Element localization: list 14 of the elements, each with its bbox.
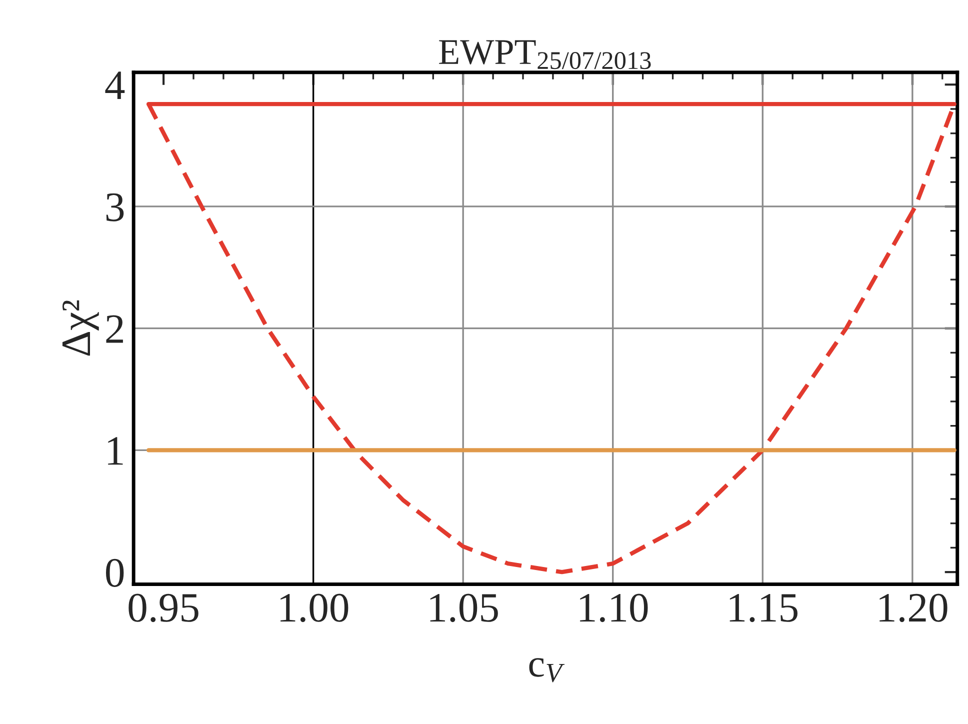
x-tick-label: 1.00 bbox=[280, 594, 348, 622]
x-tick-label: 1.05 bbox=[430, 594, 498, 622]
x-axis-title: c$_{V}$ bbox=[529, 658, 565, 682]
x-tick-label: 0.95 bbox=[128, 594, 198, 622]
y-tick-label: 1 bbox=[108, 437, 123, 465]
y-tick-label: 2 bbox=[106, 315, 123, 343]
y-axis-title: Δχ² bbox=[62, 300, 99, 356]
x-tick-label: 1.10 bbox=[580, 594, 648, 622]
chart-title: EWPT$_{25/07/2013}$ bbox=[439, 40, 651, 70]
y-tick-label: 4 bbox=[105, 72, 125, 100]
x-tick-label: 1.20 bbox=[880, 594, 948, 622]
x-tick-label: 1.15 bbox=[730, 594, 798, 622]
y-tick-label: 3 bbox=[106, 193, 124, 222]
y-tick-label: 0 bbox=[106, 558, 124, 587]
